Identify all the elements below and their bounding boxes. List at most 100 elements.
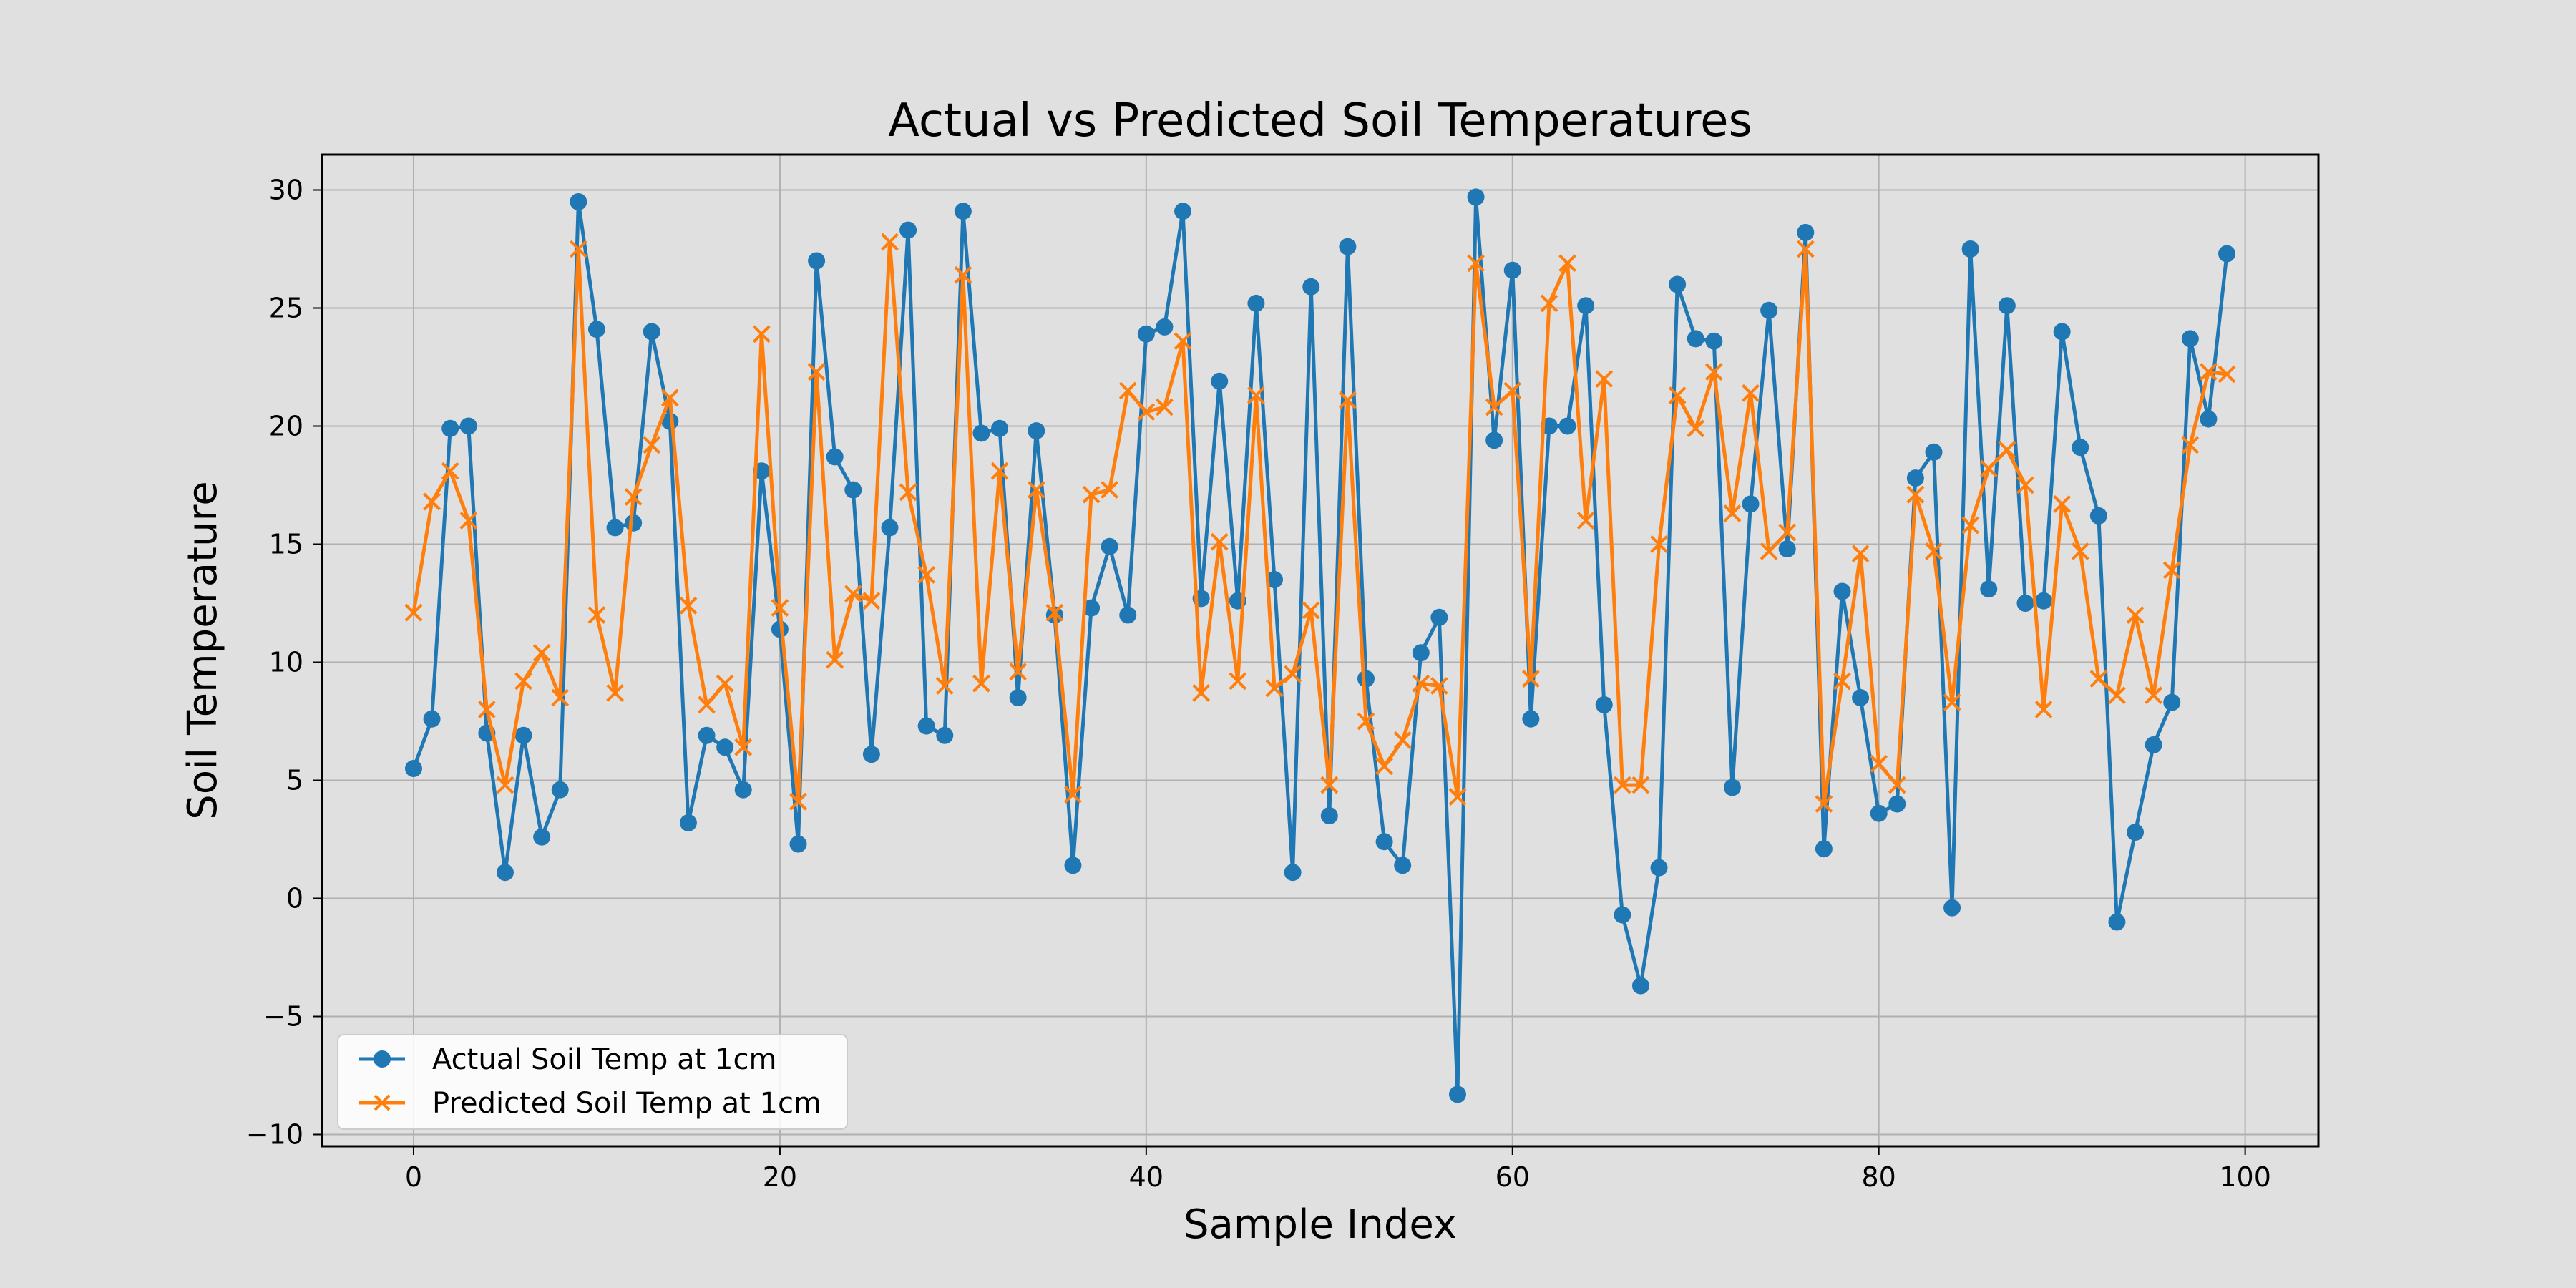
data-point xyxy=(660,389,679,407)
data-point xyxy=(2034,701,2053,718)
data-point xyxy=(1723,504,1742,523)
data-point xyxy=(899,483,917,502)
data-point xyxy=(2126,606,2145,624)
data-point xyxy=(1009,689,1027,706)
data-point xyxy=(1412,674,1430,693)
data-point xyxy=(2035,592,2053,610)
data-point xyxy=(2072,439,2089,457)
data-point xyxy=(881,519,899,537)
data-point xyxy=(441,462,459,480)
data-point xyxy=(624,488,643,506)
data-point xyxy=(716,738,734,756)
data-point xyxy=(477,701,496,718)
data-point xyxy=(1961,516,1980,535)
data-point xyxy=(1595,370,1614,388)
chart-title: Actual vs Predicted Soil Temperatures xyxy=(888,94,1752,147)
data-point xyxy=(1375,757,1394,776)
y-tick-label: 5 xyxy=(286,765,303,796)
data-point xyxy=(716,674,734,693)
data-point xyxy=(1192,683,1211,702)
data-point xyxy=(2181,436,2200,454)
data-point xyxy=(826,448,844,466)
data-point xyxy=(1266,571,1284,588)
data-point xyxy=(1485,398,1503,416)
data-point xyxy=(1906,469,1924,487)
data-point xyxy=(532,643,551,662)
data-point xyxy=(2016,476,2034,494)
data-point xyxy=(954,203,972,220)
x-tick-label: 100 xyxy=(2219,1161,2271,1193)
data-point xyxy=(1265,679,1284,698)
data-point xyxy=(1027,481,1045,499)
data-point xyxy=(1522,710,1540,728)
data-point xyxy=(1211,372,1229,390)
data-point xyxy=(1742,495,1760,513)
data-point xyxy=(1485,431,1503,449)
data-point xyxy=(1302,601,1320,620)
data-point xyxy=(1503,381,1522,400)
data-point xyxy=(459,512,478,530)
data-point xyxy=(1101,481,1119,499)
data-point xyxy=(1467,188,1485,206)
data-point xyxy=(1302,278,1320,296)
data-point xyxy=(2127,824,2145,841)
y-tick-label: 15 xyxy=(269,529,303,560)
data-point xyxy=(2145,686,2163,705)
data-point xyxy=(1797,223,1815,241)
data-point xyxy=(441,419,459,437)
data-point xyxy=(496,776,514,794)
data-point xyxy=(1045,603,1064,622)
data-point xyxy=(459,417,477,435)
legend-box xyxy=(337,1034,848,1130)
data-point xyxy=(1375,833,1393,851)
data-point xyxy=(1669,275,1687,293)
data-point xyxy=(423,492,441,511)
legend-actual-marker xyxy=(374,1050,391,1068)
data-point xyxy=(2145,736,2162,753)
data-point xyxy=(1668,386,1687,405)
data-point xyxy=(423,710,441,728)
data-point xyxy=(917,717,935,735)
data-point xyxy=(2053,323,2071,341)
data-point xyxy=(570,193,587,210)
data-point xyxy=(862,746,880,763)
data-point xyxy=(643,436,661,454)
data-point xyxy=(1704,363,1723,381)
data-point xyxy=(1229,672,1247,691)
legend-predicted-label: Predicted Soil Temp at 1cm xyxy=(432,1087,821,1120)
y-axis-title: Soil Temperature xyxy=(180,481,226,819)
data-point xyxy=(807,363,826,381)
data-point xyxy=(606,519,624,537)
data-point xyxy=(2162,561,2181,580)
series-line xyxy=(411,240,2228,806)
data-point xyxy=(1430,677,1448,695)
data-point xyxy=(2200,363,2218,381)
data-point xyxy=(2108,913,2126,931)
data-point xyxy=(625,514,643,532)
data-point xyxy=(606,683,624,702)
data-point xyxy=(862,592,881,610)
data-point xyxy=(881,233,899,251)
data-point xyxy=(2108,686,2126,705)
data-point xyxy=(1979,459,1998,478)
data-point xyxy=(1210,532,1229,551)
data-point xyxy=(734,738,753,756)
data-point xyxy=(1998,297,2016,315)
data-point xyxy=(1503,261,1521,279)
data-point xyxy=(1558,254,1576,273)
data-point xyxy=(643,323,660,341)
data-point xyxy=(1723,779,1741,796)
data-point xyxy=(1760,542,1778,560)
data-point xyxy=(1742,384,1760,402)
data-point xyxy=(1246,386,1265,405)
data-point xyxy=(2053,494,2072,513)
data-point xyxy=(899,221,917,239)
data-point xyxy=(1064,785,1082,804)
data-point xyxy=(679,814,697,831)
data-point xyxy=(771,620,789,638)
y-tick-label: 10 xyxy=(269,647,303,678)
data-point xyxy=(1906,485,1925,504)
data-point xyxy=(1631,977,1649,995)
data-point xyxy=(1687,419,1705,438)
data-point xyxy=(1448,788,1467,806)
